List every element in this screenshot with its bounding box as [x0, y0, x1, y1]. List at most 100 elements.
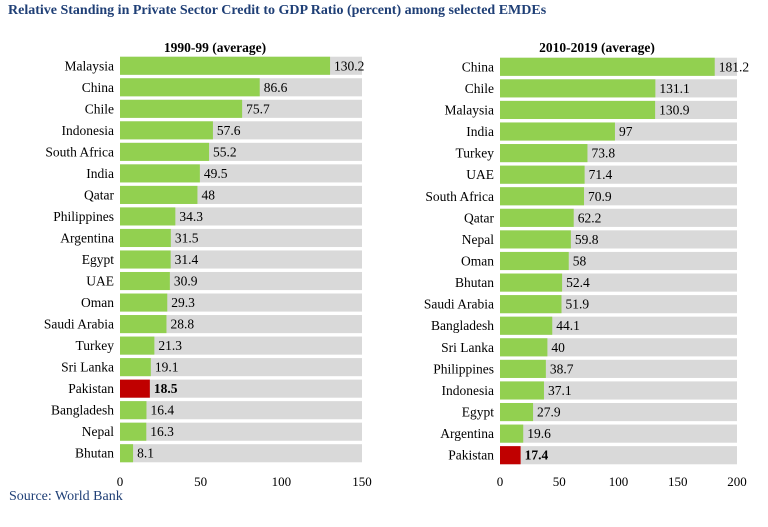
- x-tick-label: 150: [668, 474, 688, 489]
- data-label: 86.6: [264, 80, 288, 95]
- x-tick-label: 50: [194, 474, 207, 489]
- bar-track: [500, 316, 737, 335]
- bar-track: [120, 293, 362, 312]
- data-label: 31.5: [175, 230, 199, 245]
- bar-track: [120, 271, 362, 291]
- data-label: 38.7: [550, 361, 574, 376]
- x-tick-label: 50: [553, 474, 566, 489]
- bar-bhutan: [120, 444, 134, 463]
- category-label: Bangladesh: [431, 318, 494, 333]
- data-label: 37.1: [548, 383, 572, 398]
- bar-track: [120, 379, 362, 398]
- data-label: 97: [619, 124, 633, 139]
- bar-track: [500, 381, 737, 400]
- bar-track: [500, 402, 737, 422]
- bar-south-africa: [500, 187, 585, 206]
- data-label: 75.7: [246, 101, 270, 116]
- bar-sri-lanka: [500, 338, 548, 357]
- panel-title: 2010-2019 (average): [539, 40, 655, 55]
- bar-track: [120, 207, 362, 226]
- category-label: Saudi Arabia: [44, 317, 114, 332]
- category-label: Bangladesh: [51, 403, 114, 418]
- data-label: 51.9: [566, 297, 590, 312]
- bar-china: [120, 78, 260, 97]
- bar-track: [120, 315, 362, 334]
- data-label: 181.2: [719, 59, 749, 74]
- bar-india: [120, 164, 200, 183]
- bar-track: [120, 336, 362, 355]
- category-label: Egypt: [462, 405, 494, 420]
- x-tick-label: 0: [117, 474, 124, 489]
- bar-track: [500, 446, 737, 465]
- data-label: 28.8: [170, 317, 194, 332]
- data-label: 130.9: [659, 102, 690, 117]
- category-label: Malaysia: [445, 102, 495, 117]
- data-label: 49.5: [204, 166, 228, 181]
- bar-pakistan: [120, 379, 150, 398]
- x-tick-label: 100: [272, 474, 292, 489]
- bar-chile: [500, 79, 656, 98]
- bar-track: [120, 250, 362, 269]
- bar-indonesia: [500, 381, 544, 400]
- bar-indonesia: [120, 121, 213, 140]
- bar-nepal: [120, 422, 147, 441]
- x-tick-label: 150: [352, 474, 372, 489]
- category-label: Indonesia: [62, 123, 114, 138]
- category-label: Turkey: [75, 338, 114, 353]
- category-label: Bhutan: [455, 275, 494, 290]
- bar-argentina: [120, 228, 171, 248]
- category-label: Bhutan: [75, 446, 114, 461]
- data-label: 58: [573, 254, 587, 269]
- data-label: 16.3: [150, 424, 174, 439]
- data-label: 16.4: [150, 403, 174, 418]
- bar-oman: [120, 293, 168, 312]
- data-label: 70.9: [588, 189, 612, 204]
- category-label: India: [86, 166, 114, 181]
- data-label: 31.4: [175, 252, 199, 267]
- category-label: India: [466, 124, 494, 139]
- category-label: Oman: [461, 254, 494, 269]
- bar-egypt: [120, 250, 171, 269]
- bar-philippines: [120, 207, 176, 226]
- panel-title: 1990-99 (average): [164, 40, 266, 55]
- bar-chile: [120, 99, 243, 118]
- data-label: 19.1: [155, 360, 179, 375]
- data-label: 40: [551, 340, 565, 355]
- bar-track: [500, 359, 737, 378]
- data-label: 30.9: [174, 274, 198, 289]
- category-label: Nepal: [82, 424, 114, 439]
- bar-track: [120, 422, 362, 441]
- bar-sri-lanka: [120, 358, 151, 377]
- category-label: Qatar: [84, 187, 114, 202]
- data-label: 55.2: [213, 144, 237, 159]
- bar-bhutan: [500, 273, 563, 292]
- category-label: Argentina: [440, 426, 494, 441]
- category-label: Egypt: [82, 252, 114, 267]
- category-label: Pakistan: [68, 381, 114, 396]
- category-label: UAE: [86, 274, 114, 289]
- category-label: South Africa: [45, 144, 114, 159]
- bar-bangladesh: [120, 401, 147, 420]
- category-label: Nepal: [462, 232, 494, 247]
- data-label: 21.3: [158, 338, 182, 353]
- x-tick-label: 0: [497, 474, 504, 489]
- bar-track: [120, 401, 362, 420]
- category-label: Malaysia: [65, 58, 115, 73]
- bar-oman: [500, 251, 569, 271]
- category-label: Indonesia: [442, 383, 494, 398]
- data-label: 62.2: [578, 210, 602, 225]
- bar-malaysia: [120, 56, 331, 75]
- bar-china: [500, 57, 715, 76]
- bar-track: [120, 228, 362, 248]
- category-label: Pakistan: [448, 448, 494, 463]
- category-label: Chile: [85, 101, 114, 116]
- data-label: 59.8: [575, 232, 599, 247]
- bar-malaysia: [500, 100, 656, 120]
- x-tick-label: 200: [727, 474, 747, 489]
- category-label: Philippines: [53, 209, 114, 224]
- category-label: Chile: [465, 81, 494, 96]
- bar-turkey: [120, 336, 155, 355]
- data-label: 19.6: [527, 426, 551, 441]
- category-label: Sri Lanka: [61, 360, 114, 375]
